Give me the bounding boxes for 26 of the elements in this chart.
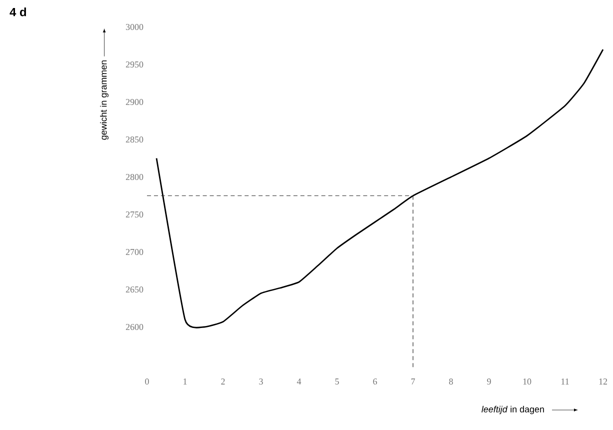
y-tick-label: 2600 <box>126 324 144 330</box>
x-tick-label: 5 <box>335 378 339 384</box>
y-tick-label: 2750 <box>126 211 144 218</box>
x-axis-title: leeftijd in dagen <box>482 406 544 414</box>
x-tick-label: 11 <box>561 378 569 384</box>
y-tick-label: 3000 <box>126 24 144 30</box>
y-tick-label: 2950 <box>126 61 144 68</box>
y-tick-label: 2900 <box>126 98 144 106</box>
x-tick-label: 7 <box>411 378 415 384</box>
x-tick-label: 6 <box>373 378 377 385</box>
x-tick-label: 10 <box>523 378 532 385</box>
x-tick-label: 9 <box>487 378 491 385</box>
x-tick-label: 3 <box>259 378 263 385</box>
x-tick-label: 1 <box>184 378 187 384</box>
y-tick-label: 2800 <box>126 174 144 180</box>
x-tick-label: 2 <box>221 378 225 384</box>
x-tick-label: 12 <box>599 378 607 384</box>
y-tick-label: 2650 <box>126 286 144 293</box>
y-axis-title: gewicht in grammen <box>100 60 108 140</box>
x-tick-label: 8 <box>449 378 453 385</box>
line-series <box>156 48 604 328</box>
text: 4 d <box>10 8 26 16</box>
x-tick-label: 4 <box>296 378 302 384</box>
x-tick-label: 0 <box>145 378 149 385</box>
y-tick-label: 2850 <box>126 136 144 143</box>
y-tick-label: 2700 <box>126 248 144 256</box>
